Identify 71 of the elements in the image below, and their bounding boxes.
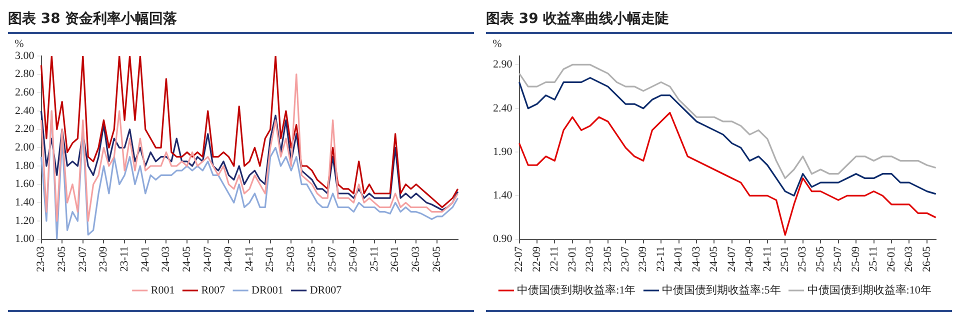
x-tick-label: 25-03 (285, 246, 298, 272)
y-tick-label: 2.40 (493, 102, 513, 114)
legend-label: R001 (150, 284, 175, 296)
chart-title: 图表 38 资金利率小幅回落 (8, 8, 474, 34)
x-tick-label: 26-05 (430, 246, 443, 272)
x-tick-label: 25-05 (306, 246, 318, 272)
x-tick-label: 24-09 (222, 246, 235, 272)
x-tick-label: 25-11 (868, 246, 880, 272)
x-tick-label: 23-05 (56, 246, 68, 272)
x-tick-label: 25-07 (326, 246, 339, 272)
x-tick-label: 25-11 (368, 246, 380, 272)
x-tick-label: 24-03 (160, 246, 172, 272)
x-tick-label: 24-11 (761, 246, 774, 272)
x-tick-label: 26-03 (410, 246, 422, 272)
x-tick-label: 24-01 (139, 246, 152, 272)
x-tick-label: 25-03 (796, 246, 809, 272)
y-tick-label: 2.60 (15, 86, 35, 99)
x-tick-label: 25-09 (850, 246, 862, 272)
legend-label: 中债国债到期收益率:5年 (662, 283, 781, 296)
y-tick-label: 2.80 (15, 68, 35, 80)
x-tick-label: 23-03 (35, 246, 48, 272)
y-tick-label: 1.00 (15, 233, 35, 246)
y-tick-label: 1.90 (493, 146, 513, 158)
y-tick-label: 1.80 (15, 160, 35, 172)
y-axis-title: % (492, 38, 502, 50)
legend-label: 中债国债到期收益率:10年 (807, 283, 932, 296)
x-tick-label: 25-05 (814, 246, 826, 272)
x-tick-label: 24-05 (708, 246, 720, 272)
x-tick-label: 23-03 (584, 246, 596, 272)
chart-title: 图表 39 收益率曲线小幅走陡 (486, 8, 952, 34)
y-tick-label: 0.90 (493, 233, 513, 246)
x-tick-label: 23-09 (637, 246, 650, 272)
y-tick-label: 2.40 (15, 104, 35, 117)
y-tick-label: 2.90 (493, 58, 513, 71)
x-tick-label: 24-03 (690, 246, 702, 272)
x-tick-label: 23-07 (76, 246, 89, 272)
x-tick-label: 25-01 (264, 246, 276, 272)
x-tick-label: 23-01 (566, 246, 578, 272)
x-tick-label: 25-07 (832, 246, 844, 272)
y-tick-label: 2.00 (15, 142, 35, 154)
x-tick-label: 23-11 (118, 246, 130, 272)
x-tick-label: 24-09 (744, 246, 756, 272)
x-tick-label: 26-01 (389, 246, 402, 272)
x-tick-label: 24-05 (180, 246, 193, 272)
y-tick-label: 1.40 (15, 196, 35, 209)
x-tick-label: 23-11 (654, 246, 667, 272)
x-tick-label: 22-09 (530, 246, 543, 272)
y-tick-label: 1.40 (493, 190, 513, 202)
x-tick-label: 24-11 (243, 246, 256, 272)
y-tick-label: 3.00 (15, 50, 35, 62)
x-tick-label: 23-05 (602, 246, 614, 272)
x-tick-label: 25-01 (779, 246, 792, 272)
x-tick-label: 24-07 (726, 246, 738, 272)
legend-label: DR007 (310, 284, 342, 296)
legend-label: 中债国债到期收益率:1年 (517, 283, 636, 296)
x-tick-label: 24-07 (202, 246, 214, 272)
y-tick-label: 1.60 (15, 178, 35, 190)
x-tick-label: 26-05 (920, 246, 933, 272)
x-tick-label: 23-09 (98, 246, 110, 272)
x-tick-label: 26-03 (903, 246, 916, 272)
legend-label: DR001 (252, 284, 284, 296)
x-tick-label: 24-01 (672, 246, 685, 272)
x-tick-label: 25-09 (348, 246, 360, 272)
legend-label: R007 (201, 284, 226, 296)
x-tick-label: 22-11 (548, 246, 561, 272)
x-tick-label: 23-07 (619, 246, 632, 272)
y-tick-label: 1.20 (15, 214, 35, 227)
x-tick-label: 26-01 (885, 246, 898, 272)
y-axis-title: % (14, 38, 24, 50)
y-tick-label: 2.20 (15, 123, 35, 136)
x-tick-label: 22-07 (513, 246, 526, 272)
